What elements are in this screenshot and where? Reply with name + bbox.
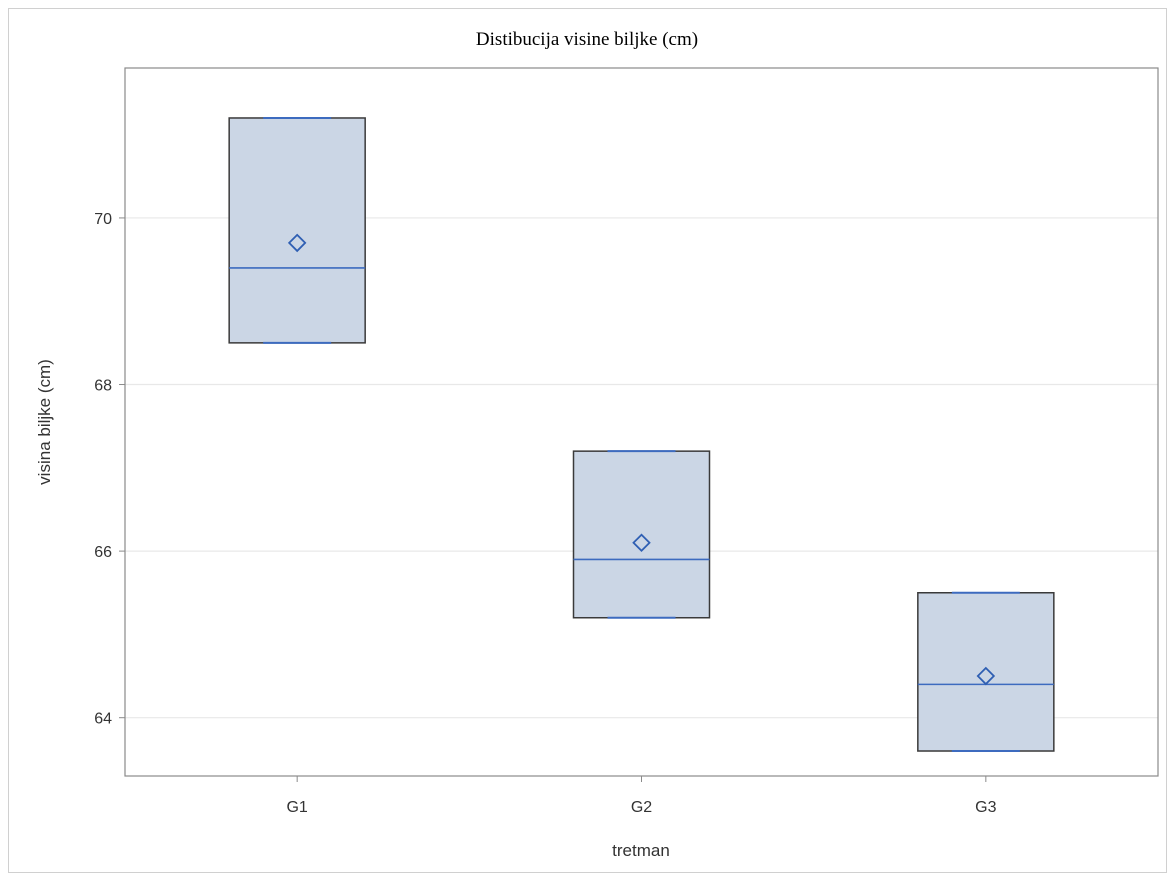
x-tick-label-G1: G1 <box>286 799 307 816</box>
mean-marker-G2 <box>632 533 651 553</box>
box-body-G1 <box>228 117 366 344</box>
box-body-G3 <box>917 592 1055 752</box>
mean-marker-G1 <box>287 233 307 253</box>
y-tick-label-70: 70 <box>94 211 112 228</box>
box-G2 <box>572 450 711 619</box>
y-tick-label-64: 64 <box>94 711 112 728</box>
y-tick-label-68: 68 <box>94 378 112 395</box>
y-axis-ticks: 64 66 68 70 <box>94 211 125 728</box>
y-axis-label: visina biljke (cm) <box>35 359 54 485</box>
x-tick-label-G3: G3 <box>975 799 996 816</box>
box-G3 <box>917 591 1055 753</box>
x-axis-label: tretman <box>612 841 670 860</box>
x-tick-label-G2: G2 <box>631 799 652 816</box>
box-G1 <box>228 116 366 344</box>
chart-title: Distibucija visine biljke (cm) <box>476 29 698 50</box>
x-axis-ticks: G1 G2 G3 <box>286 776 997 816</box>
y-tick-label-66: 66 <box>94 544 112 561</box>
mean-marker-G3 <box>976 666 996 686</box>
boxes <box>228 116 1055 753</box>
